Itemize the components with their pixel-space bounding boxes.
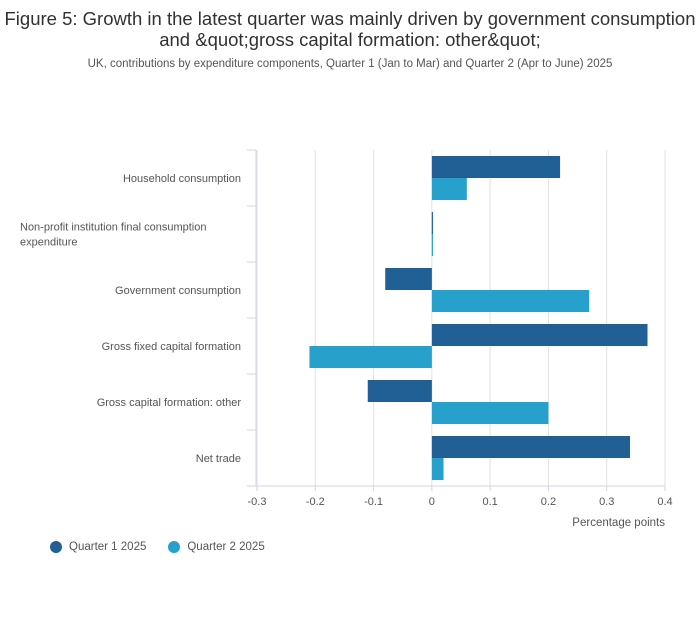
bar-q1 [367, 380, 432, 402]
category-label: Household consumption [123, 173, 241, 185]
bar-q1 [431, 156, 561, 178]
bar-q2 [431, 178, 467, 200]
bar-q2 [309, 346, 432, 368]
bar-q2 [431, 290, 590, 312]
category-label: Net trade [196, 453, 241, 465]
legend-label-q1: Quarter 1 2025 [69, 541, 147, 553]
x-axis-title: Percentage points [572, 517, 665, 529]
legend: Quarter 1 2025 Quarter 2 2025 [50, 541, 265, 553]
x-tick-label: -0.1 [364, 496, 383, 508]
bar-q1 [385, 268, 432, 290]
x-tick-label: 0.2 [541, 496, 556, 508]
x-tick-label: 0.3 [599, 496, 614, 508]
x-tick-label: 0 [429, 496, 435, 508]
x-tick-label: 0.4 [657, 496, 672, 508]
x-tick-label: -0.2 [306, 496, 325, 508]
chart-subtitle: UK, contributions by expenditure compone… [87, 58, 613, 70]
bar-q2 [431, 402, 549, 424]
category-label: Non-profit institution final consumption… [20, 222, 206, 249]
legend-label-q2: Quarter 2 2025 [187, 541, 265, 553]
bar-q1 [431, 436, 631, 458]
category-label: Gross fixed capital formation [102, 341, 241, 353]
legend-item-q1[interactable]: Quarter 1 2025 [50, 541, 146, 553]
bar-q1 [431, 212, 433, 234]
legend-swatch-q1 [50, 541, 62, 553]
bar-q2 [431, 458, 444, 480]
x-tick-label: -0.3 [248, 496, 267, 508]
category-label: Gross capital formation: other [97, 397, 242, 409]
category-label: Government consumption [115, 285, 241, 297]
chart-title: Figure 5: Growth in the latest quarter w… [4, 8, 696, 50]
x-tick-label: 0.1 [482, 496, 497, 508]
legend-swatch-q2 [168, 541, 181, 553]
legend-item-q2[interactable]: Quarter 2 2025 [168, 541, 265, 553]
bar-q2 [431, 234, 433, 256]
bar-q1 [431, 324, 648, 346]
